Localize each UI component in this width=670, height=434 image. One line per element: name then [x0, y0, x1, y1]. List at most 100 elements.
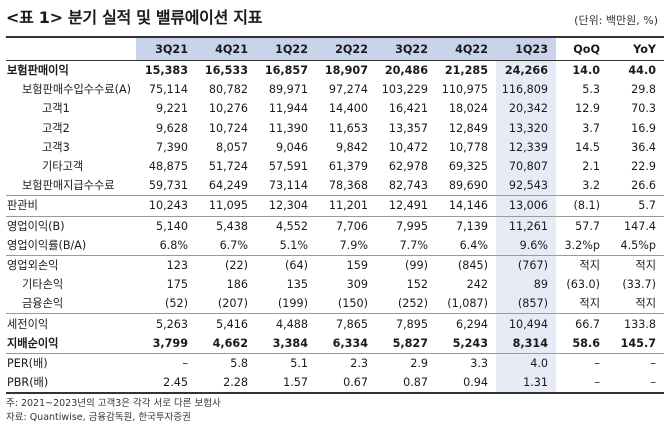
table-cell: 70.3 — [631, 102, 656, 116]
table-cell: 61,379 — [328, 160, 368, 174]
table-cell: 9,628 — [155, 121, 188, 135]
table-cell: 0.67 — [316, 373, 376, 395]
table-cell: 147.4 — [608, 215, 664, 236]
table-cell: 12,339 — [496, 137, 556, 157]
table-cell: 2.3 — [316, 352, 376, 373]
table-cell: 2.1 — [582, 160, 600, 174]
table-cell: 7,895 — [376, 313, 436, 334]
table-cell: 13,320 — [496, 118, 556, 138]
table-cell: 66.7 — [556, 313, 608, 334]
table-row: PER(배) –5.8 5.1 2.3 2.9 3.3 4.0– – — [6, 352, 664, 373]
table-cell: 7,995 — [376, 215, 436, 236]
table-cell: 58.6 — [572, 336, 600, 350]
row-label: 보험판매수입수수료(A) — [22, 83, 132, 97]
table-cell: (8.1) — [556, 195, 608, 216]
earnings-table: 3Q21 4Q21 1Q22 2Q22 3Q22 4Q22 1Q23 QoQ Y… — [6, 36, 664, 395]
row-label: 영업외손익 — [6, 254, 136, 276]
table-cell: 133.8 — [608, 313, 664, 334]
table-cell: 5,438 — [196, 215, 256, 236]
row-label: 고객1 — [42, 102, 70, 116]
table-cell: 4.0 — [496, 352, 556, 373]
table-cell: 15,383 — [144, 64, 188, 78]
table-cell: 13,357 — [388, 121, 428, 135]
table-cell: 5.8 — [196, 352, 256, 373]
table-cell: 20,342 — [496, 99, 556, 119]
table-cell: 9.6% — [496, 235, 556, 256]
table-cell: (252) — [397, 297, 428, 311]
table-cell: 6.4% — [459, 238, 488, 252]
table-cell: 64,249 — [208, 179, 248, 193]
table-title: <표 1> 분기 실적 및 밸류에이션 지표 — [6, 8, 263, 27]
table-row: 보험판매지급수수료 59,731 64,249 73,114 78,368 82,743 8… — [6, 176, 664, 196]
table-cell: 10,724 — [208, 121, 248, 135]
row-label: 금융손익 — [22, 297, 64, 311]
table-cell: 10,494 — [496, 313, 556, 334]
table-cell: 309 — [346, 278, 368, 292]
row-label: 보험판매지급수수료 — [22, 179, 115, 193]
table-cell: 11,390 — [268, 121, 308, 135]
table-cell: 152 — [406, 278, 428, 292]
table-cell: 57.7 — [556, 215, 608, 236]
table-cell: 3.7 — [582, 121, 600, 135]
table-cell: 4.5%p — [620, 238, 656, 252]
table-row: 고객1 9,221 10,276 11,944 14,400 16,421 18,024 20… — [6, 99, 664, 119]
table-cell: 14,146 — [436, 195, 496, 216]
table-cell: – — [136, 352, 196, 373]
table-cell: 13,006 — [496, 195, 556, 216]
table-row: 기타손익 175 186 135 309 152 242 89 (63.0) (33.7) — [6, 275, 664, 295]
table-cell: 0.94 — [436, 373, 496, 395]
table-cell: 78,368 — [328, 179, 368, 193]
table-cell: 89,690 — [448, 179, 488, 193]
table-cell: 159 — [316, 254, 376, 276]
table-cell: 2.9 — [376, 352, 436, 373]
table-cell: 18,024 — [448, 102, 488, 116]
table-cell: – — [608, 373, 664, 395]
table-cell: 48,875 — [148, 160, 188, 174]
table-cell: 6.7% — [219, 238, 248, 252]
row-label: 보험판매이익 — [7, 64, 69, 78]
table-cell: (150) — [337, 297, 368, 311]
table-cell: 6.8% — [159, 238, 188, 252]
table-cell: 0.87 — [376, 373, 436, 395]
table-cell: 44.0 — [628, 64, 656, 78]
table-row: 보험판매수입수수료(A) 75,114 80,782 89,971 97,274 103,… — [6, 80, 664, 100]
col-header: 3Q21 — [136, 36, 196, 61]
table-cell: 3,799 — [152, 336, 188, 350]
row-label: 영업이익(B) — [6, 215, 136, 236]
table-cell: 7,706 — [316, 215, 376, 236]
table-cell: 5,827 — [392, 336, 428, 350]
row-label: PBR(배) — [6, 373, 136, 395]
table-cell: 3.2 — [582, 179, 600, 193]
table-cell: (22) — [196, 254, 256, 276]
table-cell: 145.7 — [620, 336, 656, 350]
table-cell: 적지 — [608, 254, 664, 276]
table-cell: 10,243 — [136, 195, 196, 216]
row-label: 기타고객 — [42, 160, 84, 174]
table-row: 세전이익 5,263 5,416 4,488 7,865 7,895 6,294 10,494… — [6, 313, 664, 334]
table-cell: 5.3 — [582, 83, 600, 97]
table-cell: 69,325 — [448, 160, 488, 174]
table-cell: 5.1% — [279, 238, 308, 252]
table-cell: 5,263 — [136, 313, 196, 334]
table-cell: 92,543 — [496, 176, 556, 196]
table-cell: 2.28 — [196, 373, 256, 395]
header-row: 3Q21 4Q21 1Q22 2Q22 3Q22 4Q22 1Q23 QoQ Y… — [6, 36, 664, 61]
row-label: 지배순이익 — [7, 336, 59, 350]
table-cell: – — [556, 352, 608, 373]
table-row: 금융손익 (52) (207) (199) (150) (252) (1,087) (857)… — [6, 294, 664, 314]
table-cell: 6,294 — [436, 313, 496, 334]
table-row: 판관비 10,243 11,095 12,304 11,201 12,491 14,146 1… — [6, 195, 664, 216]
table-cell: 7.9% — [339, 238, 368, 252]
table-cell: (52) — [165, 297, 188, 311]
table-cell: 3.3 — [436, 352, 496, 373]
table-cell: 16,533 — [204, 64, 248, 78]
table-cell: 1.57 — [256, 373, 316, 395]
table-cell: 적지 — [579, 297, 600, 311]
table-cell: 73,114 — [268, 179, 308, 193]
table-cell: 57,591 — [268, 160, 308, 174]
table-cell: 103,229 — [381, 83, 428, 97]
table-cell: 116,809 — [496, 80, 556, 100]
table-row: 영업외손익 123 (22) (64) 159 (99) (845) (767) 적지 적지 — [6, 254, 664, 276]
col-header: 2Q22 — [316, 36, 376, 61]
table-cell: 16,857 — [264, 64, 308, 78]
